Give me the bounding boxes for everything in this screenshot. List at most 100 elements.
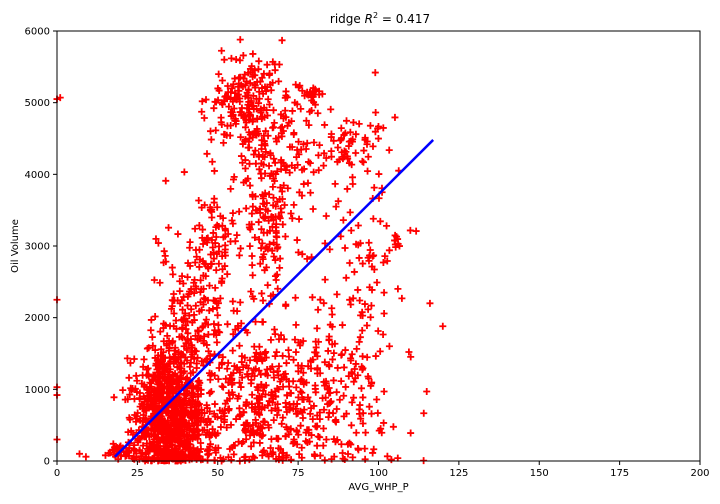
data-point: [237, 133, 245, 141]
data-point: [169, 297, 177, 305]
data-point: [340, 363, 348, 371]
data-point: [168, 264, 176, 272]
data-point: [207, 136, 215, 144]
data-point: [125, 374, 133, 382]
data-point: [231, 237, 239, 245]
data-point: [170, 402, 178, 410]
data-point: [363, 322, 371, 330]
data-point: [274, 371, 282, 379]
data-point: [262, 148, 270, 156]
x-tick-label: 25: [131, 468, 144, 479]
data-point: [322, 379, 330, 387]
data-point: [262, 390, 270, 398]
data-point: [174, 230, 182, 238]
data-point: [252, 131, 260, 139]
data-point: [229, 347, 237, 355]
data-point: [327, 147, 335, 155]
data-point: [275, 60, 283, 68]
data-point: [204, 263, 212, 271]
data-point: [244, 144, 252, 152]
data-point: [221, 245, 229, 253]
data-point: [236, 108, 244, 116]
data-point: [223, 270, 231, 278]
data-point: [228, 216, 236, 224]
data-point: [325, 389, 333, 397]
data-point: [254, 65, 262, 73]
data-point: [251, 71, 259, 79]
data-point: [196, 255, 204, 263]
data-point: [379, 258, 387, 266]
data-point: [278, 195, 286, 203]
data-point: [275, 335, 283, 343]
data-point: [320, 162, 328, 170]
data-point: [172, 316, 180, 324]
data-point: [272, 213, 280, 221]
data-point: [186, 238, 194, 246]
data-point: [252, 318, 260, 326]
data-point: [161, 376, 169, 384]
data-point: [271, 256, 279, 264]
data-point: [258, 403, 266, 411]
data-point: [224, 405, 232, 413]
data-point: [205, 306, 213, 314]
data-point: [218, 76, 226, 84]
data-point: [273, 245, 281, 253]
data-point: [183, 344, 191, 352]
data-point: [267, 435, 275, 443]
data-point: [145, 443, 153, 451]
data-point: [249, 271, 257, 279]
data-point: [356, 333, 364, 341]
data-point: [250, 105, 258, 113]
data-point: [291, 99, 299, 107]
data-point: [282, 399, 290, 407]
data-point: [385, 342, 393, 350]
data-point: [271, 177, 279, 185]
data-point: [270, 416, 278, 424]
data-point: [234, 324, 242, 332]
data-point: [357, 415, 365, 423]
data-point: [261, 213, 269, 221]
data-point: [326, 321, 334, 329]
data-point: [279, 127, 287, 135]
data-point: [341, 455, 349, 463]
data-point: [210, 296, 218, 304]
data-point: [328, 304, 336, 312]
data-point: [246, 79, 254, 87]
data-point: [257, 244, 265, 252]
data-point: [149, 342, 157, 350]
data-point: [266, 101, 274, 109]
data-point: [240, 408, 248, 416]
data-point: [278, 187, 286, 195]
data-point: [303, 439, 311, 447]
data-point: [200, 260, 208, 268]
data-point: [272, 220, 280, 228]
data-point: [252, 206, 260, 214]
data-point: [333, 405, 341, 413]
data-point: [322, 154, 330, 162]
data-point: [274, 285, 282, 293]
data-point: [338, 321, 346, 329]
data-point: [354, 446, 362, 454]
data-point: [198, 234, 206, 242]
data-point: [165, 224, 173, 232]
data-point: [269, 124, 277, 132]
data-point: [211, 412, 219, 420]
data-point: [360, 147, 368, 155]
data-point: [439, 322, 447, 330]
data-point: [299, 377, 307, 385]
data-point: [214, 375, 222, 383]
data-point: [330, 349, 338, 357]
data-point: [275, 133, 283, 141]
data-point: [372, 108, 380, 116]
data-point: [236, 298, 244, 306]
data-point: [136, 416, 144, 424]
data-point: [163, 420, 171, 428]
data-point: [333, 388, 341, 396]
data-point: [273, 198, 281, 206]
data-point: [273, 233, 281, 241]
data-point: [139, 363, 147, 371]
data-point: [368, 410, 376, 418]
data-point: [358, 366, 366, 374]
data-point: [156, 279, 164, 287]
data-point: [305, 91, 313, 99]
